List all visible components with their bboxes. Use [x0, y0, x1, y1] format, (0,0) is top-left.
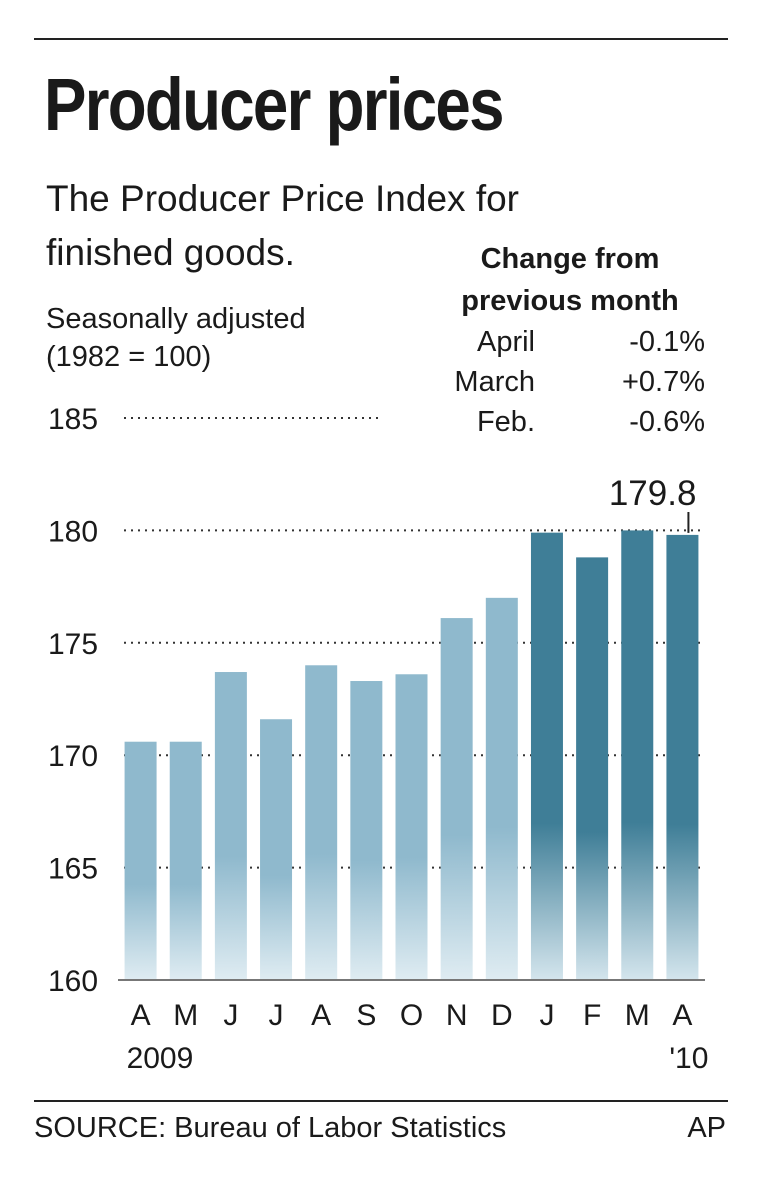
- note-line-1: Seasonally adjusted: [46, 303, 306, 335]
- y-tick-label: 175: [48, 628, 98, 661]
- bar: [124, 741, 157, 980]
- note-line-2: (1982 = 100): [46, 341, 212, 373]
- bar: [666, 534, 699, 980]
- y-tick-label: 180: [48, 515, 98, 548]
- change-row: March +0.7%: [415, 362, 725, 402]
- top-rule: [34, 38, 728, 40]
- y-tick-label: 170: [48, 740, 98, 773]
- x-tick-label: S: [356, 999, 376, 1032]
- x-tick-label: O: [400, 999, 423, 1032]
- change-heading-2: previous month: [461, 285, 679, 317]
- data-label: 179.8: [609, 474, 697, 513]
- change-month: Feb.: [476, 406, 535, 438]
- credit: AP: [687, 1112, 726, 1144]
- chart-note: Seasonally adjusted (1982 = 100): [46, 300, 406, 376]
- bar: [169, 741, 202, 980]
- change-value: +0.7%: [621, 366, 705, 398]
- change-value: -0.1%: [629, 326, 705, 358]
- change-table: Change from previous month April -0.1% M…: [415, 238, 725, 442]
- bar: [621, 530, 654, 980]
- y-tick-label: 160: [48, 965, 98, 998]
- bar: [395, 674, 428, 980]
- bar: [305, 665, 338, 980]
- x-tick-label: A: [131, 999, 151, 1032]
- bottom-rule: [34, 1100, 728, 1102]
- bar: [214, 672, 247, 980]
- year-label: '10: [669, 1042, 708, 1075]
- x-tick-label: A: [672, 999, 692, 1032]
- source-note: SOURCE: Bureau of Labor Statistics: [34, 1112, 507, 1144]
- chart-subtitle: The Producer Price Index for finished go…: [46, 178, 519, 273]
- bar: [260, 719, 293, 980]
- bar: [440, 618, 473, 980]
- x-tick-label: M: [625, 999, 650, 1032]
- change-value: -0.6%: [629, 406, 705, 438]
- change-row: Feb. -0.6%: [415, 402, 725, 442]
- chart-title: Producer prices: [44, 63, 505, 146]
- change-month: April: [476, 326, 535, 358]
- x-tick-label: J: [223, 999, 238, 1032]
- bar: [485, 597, 518, 980]
- x-tick-label: J: [539, 999, 554, 1032]
- x-tick-label: J: [269, 999, 284, 1032]
- bar: [576, 557, 609, 980]
- change-row: April -0.1%: [415, 322, 725, 362]
- x-tick-label: N: [446, 999, 468, 1032]
- y-tick-label: 165: [48, 853, 98, 886]
- bar: [350, 681, 383, 980]
- x-tick-label: A: [311, 999, 331, 1032]
- x-tick-label: M: [173, 999, 198, 1032]
- year-label: 2009: [127, 1042, 194, 1075]
- change-month: March: [454, 366, 535, 398]
- x-tick-label: D: [491, 999, 513, 1032]
- x-tick-label: F: [583, 999, 601, 1032]
- change-heading-1: Change from: [480, 243, 660, 275]
- y-tick-label: 185: [48, 403, 98, 436]
- bar: [530, 532, 563, 980]
